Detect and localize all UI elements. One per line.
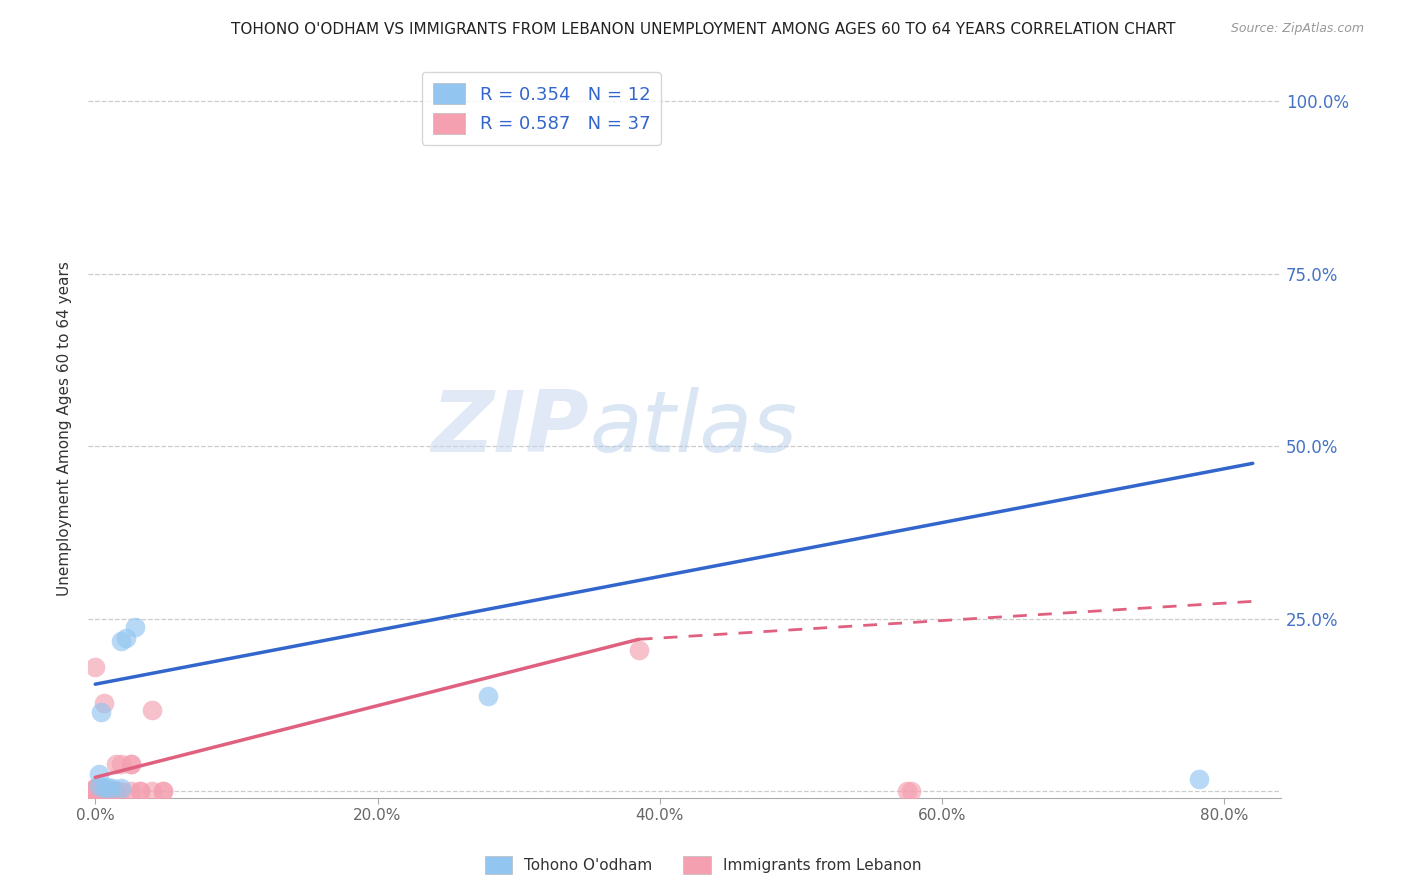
Point [90,705,112,719]
Point [96,784,118,798]
Point [84,784,107,798]
Point [89,784,111,798]
Point [896,784,918,798]
Point [129,784,152,798]
Legend: Tohono O'odham, Immigrants from Lebanon: Tohono O'odham, Immigrants from Lebanon [478,850,928,880]
Point [96,780,118,794]
Point [129,784,152,798]
Point [84,783,107,797]
Point [98,784,121,798]
Point [89,767,111,781]
Point [152,784,174,798]
Point [101,784,124,798]
Point [84,784,107,798]
Point [84,782,107,797]
Point [141,784,163,798]
Point [900,784,922,798]
Point [90,784,112,798]
Point [84,781,107,796]
Point [84,660,107,674]
Point [120,756,142,771]
Point [89,784,111,798]
Point [98,784,121,798]
Point [84,780,107,795]
Point [115,631,138,645]
Text: atlas: atlas [589,387,797,470]
Point [110,781,132,796]
Point [627,642,650,657]
Point [120,756,142,771]
Point [93,780,115,795]
Point [101,784,124,798]
Legend: R = 0.354   N = 12, R = 0.587   N = 37: R = 0.354 N = 12, R = 0.587 N = 37 [422,72,661,145]
Point [110,756,132,771]
Point [124,620,146,634]
Point [101,780,124,795]
Point [84,782,107,797]
Point [152,784,174,798]
Point [120,784,142,798]
Point [89,779,111,793]
Point [105,756,128,771]
Point [141,703,163,717]
Y-axis label: Unemployment Among Ages 60 to 64 years: Unemployment Among Ages 60 to 64 years [58,261,72,596]
Point [86,784,108,798]
Point [84,784,107,798]
Point [93,784,115,798]
Point [93,696,115,710]
Point [110,784,132,798]
Text: ZIP: ZIP [432,387,589,470]
Point [110,633,132,648]
Point [84,783,107,797]
Text: TOHONO O'ODHAM VS IMMIGRANTS FROM LEBANON UNEMPLOYMENT AMONG AGES 60 TO 64 YEARS: TOHONO O'ODHAM VS IMMIGRANTS FROM LEBANO… [231,22,1175,37]
Text: Source: ZipAtlas.com: Source: ZipAtlas.com [1230,22,1364,36]
Point [477,689,499,703]
Point [1188,772,1211,786]
Point [105,784,128,798]
